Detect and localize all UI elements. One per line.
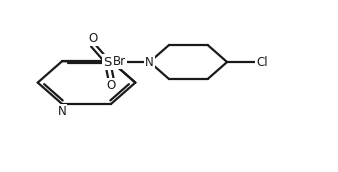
Text: N: N <box>58 105 67 118</box>
Text: O: O <box>106 79 116 92</box>
Text: O: O <box>89 32 98 45</box>
Text: Br: Br <box>113 55 126 68</box>
Text: N: N <box>145 56 154 68</box>
Text: S: S <box>103 56 112 68</box>
Text: Cl: Cl <box>256 56 268 68</box>
